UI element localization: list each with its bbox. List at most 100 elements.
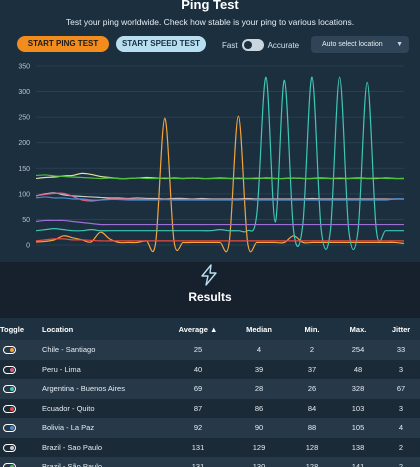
column-header-average[interactable]: Average ▲ bbox=[178, 324, 218, 334]
jitter-cell: 2 bbox=[398, 442, 404, 452]
series-toggle-switch[interactable] bbox=[3, 424, 16, 433]
median-cell: 90 bbox=[254, 423, 264, 433]
series-color-dot bbox=[10, 445, 14, 450]
y-tick-label: 0 bbox=[26, 243, 30, 250]
series-toggle-switch[interactable] bbox=[3, 385, 16, 394]
min-cell: 26 bbox=[307, 384, 317, 394]
location-cell: Chile - Santiago bbox=[42, 345, 96, 355]
location-cell: Argentina - Buenos Aires bbox=[42, 384, 125, 394]
series-color-dot bbox=[10, 465, 14, 467]
series-toggle-switch[interactable] bbox=[3, 443, 16, 452]
location-cell: Ecuador - Quito bbox=[42, 403, 95, 413]
series-toggle-switch[interactable] bbox=[3, 346, 16, 355]
page-subtitle: Test your ping worldwide. Check how stab… bbox=[65, 17, 355, 27]
series-toggle-switch[interactable] bbox=[3, 463, 16, 467]
location-cell: Brazil - Sao Paulo bbox=[42, 442, 103, 452]
jitter-cell: 3 bbox=[398, 364, 404, 374]
average-cell: 40 bbox=[193, 364, 203, 374]
column-header-max[interactable]: Max. bbox=[349, 324, 367, 334]
series-color-dot bbox=[10, 387, 14, 392]
average-cell: 131 bbox=[191, 462, 205, 467]
median-cell: 28 bbox=[254, 384, 264, 394]
jitter-cell: 3 bbox=[398, 403, 404, 413]
min-cell: 37 bbox=[307, 364, 317, 374]
jitter-cell: 33 bbox=[396, 345, 406, 355]
min-cell: 84 bbox=[307, 403, 317, 413]
table-row: Ecuador - Quito 87 86 84 103 3 bbox=[0, 398, 420, 419]
median-cell: 86 bbox=[254, 403, 264, 413]
max-cell: 105 bbox=[351, 423, 365, 433]
row-toggle bbox=[0, 399, 40, 419]
median-cell: 4 bbox=[256, 345, 262, 355]
table-row: Bolivia - La Paz 92 90 88 105 4 bbox=[0, 418, 420, 438]
jitter-cell: 4 bbox=[398, 423, 404, 433]
series-color-dot bbox=[10, 406, 14, 411]
row-toggle bbox=[0, 438, 40, 458]
table-row: Chile - Santiago 25 4 2 254 33 bbox=[0, 340, 420, 360]
series-color-dot bbox=[10, 426, 14, 431]
results-title: Results bbox=[188, 290, 232, 304]
series-line-6 bbox=[35, 196, 405, 201]
row-toggle bbox=[0, 340, 40, 360]
y-tick-label: 250 bbox=[18, 115, 30, 122]
max-cell: 141 bbox=[351, 462, 365, 467]
chevron-down-icon: ▼ bbox=[396, 41, 403, 48]
page-title: Ping Test bbox=[181, 0, 239, 12]
ping-test-panel: Ping Test Test your ping worldwide. Chec… bbox=[0, 0, 420, 262]
series-line-1 bbox=[35, 76, 404, 251]
jitter-cell: 67 bbox=[396, 384, 406, 394]
average-cell: 25 bbox=[193, 345, 203, 355]
row-toggle bbox=[0, 360, 40, 380]
min-cell: 88 bbox=[307, 423, 317, 433]
series-color-dot bbox=[10, 367, 14, 372]
location-cell: Peru - Lima bbox=[42, 364, 81, 374]
y-tick-label: 300 bbox=[18, 89, 30, 96]
series-line-7 bbox=[35, 219, 404, 226]
column-header-jitter[interactable]: Jitter bbox=[391, 324, 411, 334]
jitter-cell: 2 bbox=[398, 462, 404, 467]
row-toggle bbox=[0, 379, 40, 399]
y-tick-label: 200 bbox=[18, 140, 30, 147]
table-row: Argentina - Buenos Aires 69 28 26 328 67 bbox=[0, 379, 420, 399]
mode-toggle-switch[interactable] bbox=[241, 39, 264, 51]
max-cell: 138 bbox=[351, 442, 365, 452]
results-table: Toggle Location Average ▲ Median Min. Ma… bbox=[0, 318, 420, 467]
mode-fast-label: Fast bbox=[222, 40, 238, 50]
mode-toggle-group: Fast Accurate bbox=[222, 38, 299, 52]
column-header-median[interactable]: Median bbox=[246, 324, 272, 334]
start-ping-test-button[interactable]: START PING TEST bbox=[17, 36, 109, 52]
location-select-value: Auto select location bbox=[322, 41, 383, 48]
max-cell: 254 bbox=[351, 345, 365, 355]
table-row: Brazil - Sao Paulo 131 129 128 138 2 bbox=[0, 437, 420, 458]
table-row: Brazil - São Paulo 131 130 128 141 2 bbox=[0, 457, 420, 467]
min-cell: 128 bbox=[305, 462, 319, 467]
average-cell: 87 bbox=[193, 403, 203, 413]
y-tick-label: 50 bbox=[22, 217, 30, 224]
series-color-dot bbox=[10, 348, 14, 353]
column-header-location: Location bbox=[42, 324, 74, 334]
average-cell: 92 bbox=[193, 423, 203, 433]
ping-chart: 0 50 100 150 200 250 300 350 bbox=[18, 64, 405, 253]
column-header-min[interactable]: Min. bbox=[304, 324, 320, 334]
series-toggle-switch[interactable] bbox=[3, 404, 16, 413]
min-cell: 2 bbox=[309, 345, 315, 355]
toggle-knob bbox=[243, 41, 252, 49]
location-cell: Bolivia - La Paz bbox=[42, 423, 95, 433]
row-toggle bbox=[0, 457, 40, 467]
row-toggle bbox=[0, 418, 40, 438]
mode-accurate-label: Accurate bbox=[267, 40, 300, 50]
series-toggle-switch[interactable] bbox=[3, 365, 16, 374]
median-cell: 129 bbox=[252, 442, 266, 452]
max-cell: 48 bbox=[353, 364, 363, 374]
start-speed-test-button[interactable]: START SPEED TEST bbox=[116, 36, 206, 52]
series-line-3 bbox=[35, 174, 404, 180]
y-tick-label: 150 bbox=[18, 166, 30, 173]
max-cell: 103 bbox=[351, 403, 365, 413]
column-header-toggle: Toggle bbox=[0, 324, 25, 334]
median-cell: 39 bbox=[254, 364, 264, 374]
table-header-row: Toggle Location Average ▲ Median Min. Ma… bbox=[0, 318, 420, 340]
location-select[interactable]: Auto select location ▼ bbox=[311, 36, 409, 53]
average-cell: 131 bbox=[191, 442, 205, 452]
median-cell: 130 bbox=[252, 462, 266, 467]
y-tick-label: 350 bbox=[18, 64, 30, 71]
